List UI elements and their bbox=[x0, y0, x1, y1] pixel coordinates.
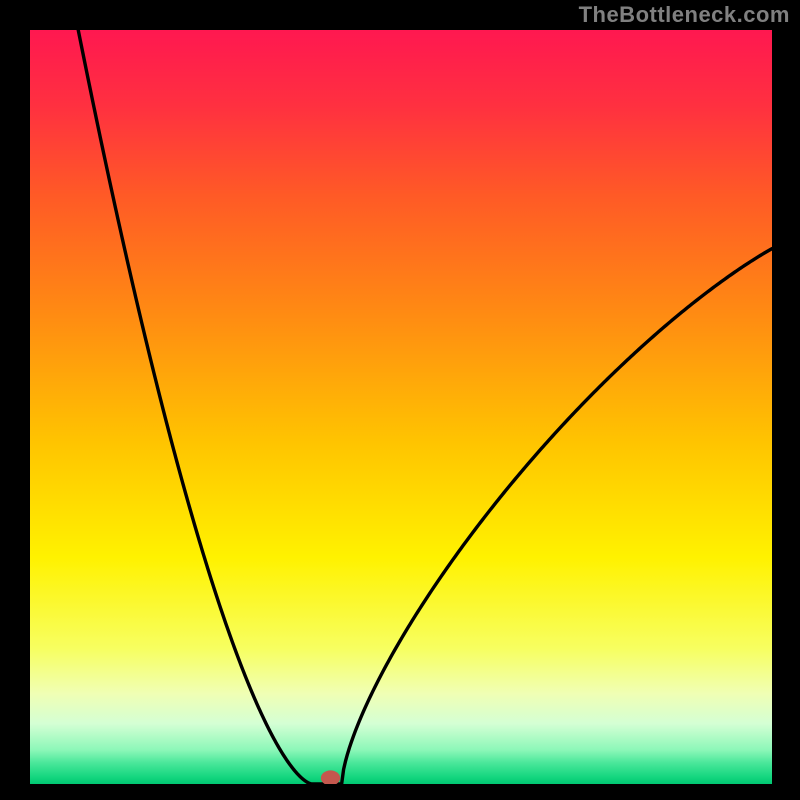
plot-svg bbox=[30, 30, 772, 784]
watermark-text: TheBottleneck.com bbox=[579, 2, 790, 28]
gradient-background bbox=[30, 30, 772, 784]
plot-area bbox=[30, 30, 772, 784]
chart-frame: TheBottleneck.com bbox=[0, 0, 800, 800]
